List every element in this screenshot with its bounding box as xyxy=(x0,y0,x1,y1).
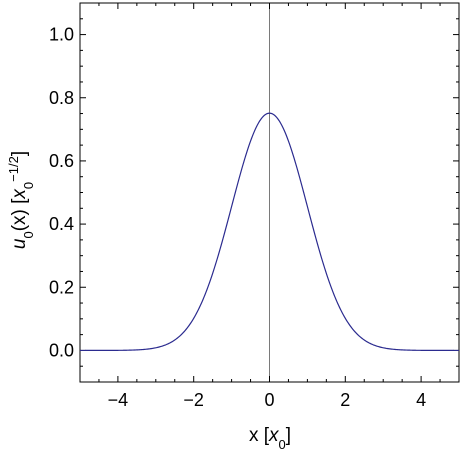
x-axis-label: x [x0] xyxy=(249,425,291,449)
y-tick-label: 0.4 xyxy=(49,214,74,234)
plot-frame xyxy=(79,2,460,383)
x-tick-label: 2 xyxy=(340,390,350,410)
y-tick-label: 1.0 xyxy=(49,25,74,45)
series-line-u0 xyxy=(80,112,459,352)
x-tick-label: 0 xyxy=(264,390,274,410)
x-tick-label: −2 xyxy=(183,390,204,410)
y-tick-label: 0.6 xyxy=(49,151,74,171)
y-tick-label: 0.0 xyxy=(49,340,74,360)
y-tick-label: 0.8 xyxy=(49,88,74,108)
x-tick-label: 4 xyxy=(416,390,426,410)
y-axis-label: u0(x) [x0−1/2] xyxy=(6,151,36,249)
y-tick-label: 0.2 xyxy=(49,277,74,297)
tick-labels: −4 −2 0 2 4 0.0 0.2 0.4 0.6 0.8 1.0 xyxy=(49,25,426,410)
x-tick-label: −4 xyxy=(108,390,129,410)
axis-ticks xyxy=(79,2,460,383)
series-group xyxy=(80,112,459,352)
